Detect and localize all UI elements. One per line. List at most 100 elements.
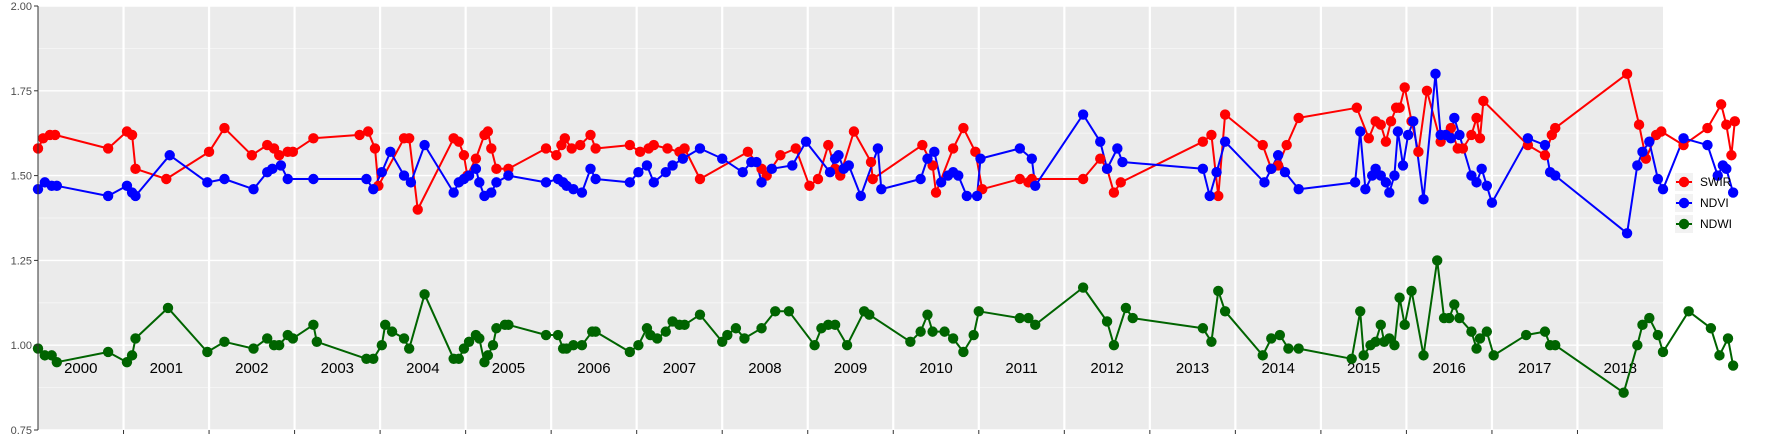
data-point-ndvi bbox=[876, 183, 887, 195]
legend-key-point bbox=[1678, 197, 1690, 209]
data-point-swir bbox=[662, 143, 673, 154]
data-point-swir bbox=[412, 204, 423, 215]
year-label: 2015 bbox=[1347, 360, 1380, 377]
data-point-ndvi bbox=[491, 177, 502, 188]
data-point-ndvi bbox=[368, 183, 379, 195]
data-point-ndwi bbox=[1389, 340, 1400, 351]
data-point-ndvi bbox=[1644, 136, 1655, 147]
data-point-ndwi bbox=[1283, 343, 1294, 354]
data-point-ndvi bbox=[787, 160, 798, 171]
data-point-ndvi bbox=[540, 177, 552, 188]
data-point-swir bbox=[575, 139, 586, 151]
data-point-ndwi bbox=[482, 350, 494, 361]
data-point-ndvi bbox=[219, 173, 230, 185]
data-point-ndvi bbox=[463, 170, 475, 181]
data-point-swir bbox=[126, 129, 138, 141]
data-point-ndwi bbox=[1481, 326, 1493, 337]
data-point-ndwi bbox=[1418, 350, 1429, 361]
data-point-ndwi bbox=[756, 323, 767, 334]
data-point-swir bbox=[1385, 116, 1397, 127]
data-point-swir bbox=[1380, 136, 1392, 147]
data-point-ndvi bbox=[1014, 143, 1026, 154]
data-point-ndwi bbox=[1632, 340, 1643, 351]
data-point-ndwi bbox=[1399, 319, 1410, 331]
data-point-swir bbox=[1715, 99, 1727, 110]
data-point-ndvi bbox=[717, 153, 728, 164]
data-point-ndvi bbox=[568, 183, 579, 195]
data-point-ndvi bbox=[1471, 177, 1482, 188]
data-point-ndwi bbox=[1474, 333, 1486, 344]
data-point-swir bbox=[1421, 85, 1433, 97]
data-point-ndwi bbox=[739, 333, 750, 344]
data-point-swir bbox=[1656, 126, 1667, 137]
data-point-ndvi bbox=[1259, 177, 1270, 188]
data-point-ndwi bbox=[162, 302, 174, 314]
data-point-ndwi bbox=[1683, 306, 1694, 317]
data-point-ndvi bbox=[1454, 129, 1465, 141]
data-point-ndwi bbox=[463, 336, 475, 348]
data-point-ndwi bbox=[273, 340, 285, 351]
data-point-ndwi bbox=[380, 319, 391, 331]
data-point-ndvi bbox=[843, 160, 854, 171]
data-point-swir bbox=[491, 163, 502, 175]
data-point-ndvi bbox=[1030, 180, 1041, 191]
data-point-ndvi bbox=[419, 139, 430, 151]
data-point-swir bbox=[559, 133, 571, 144]
data-point-ndvi bbox=[1727, 187, 1739, 198]
data-point-ndwi bbox=[1722, 333, 1734, 344]
data-point-ndwi bbox=[864, 309, 875, 320]
data-point-swir bbox=[1219, 109, 1231, 120]
data-point-swir bbox=[867, 173, 878, 185]
data-point-swir bbox=[453, 136, 464, 147]
data-point-swir bbox=[246, 150, 258, 161]
data-point-ndwi bbox=[1449, 299, 1460, 310]
data-point-ndwi bbox=[922, 309, 933, 320]
data-point-ndwi bbox=[130, 333, 141, 344]
data-point-swir bbox=[1257, 139, 1268, 151]
data-point-swir bbox=[848, 126, 860, 137]
data-point-ndwi bbox=[722, 329, 733, 341]
data-point-ndwi bbox=[1705, 323, 1717, 334]
data-point-ndwi bbox=[1488, 350, 1499, 361]
data-point-ndvi bbox=[585, 163, 596, 175]
data-point-ndvi bbox=[1486, 197, 1498, 208]
data-point-ndwi bbox=[1101, 316, 1113, 327]
data-point-swir bbox=[1702, 122, 1713, 134]
data-point-ndwi bbox=[1293, 343, 1304, 354]
data-point-swir bbox=[1621, 68, 1633, 80]
data-point-ndwi bbox=[368, 353, 379, 364]
y-tick-label: 0.75 bbox=[11, 425, 32, 437]
year-label: 2003 bbox=[321, 360, 354, 377]
data-point-swir bbox=[1399, 82, 1410, 93]
year-label: 2017 bbox=[1518, 360, 1551, 377]
data-point-swir bbox=[403, 133, 415, 144]
data-point-ndwi bbox=[1213, 285, 1224, 297]
data-point-ndvi bbox=[1384, 187, 1395, 198]
data-point-ndwi bbox=[1023, 312, 1034, 324]
data-point-ndvi bbox=[1652, 173, 1664, 185]
legend-label-ndwi: NDWI bbox=[1700, 217, 1732, 231]
data-point-ndvi bbox=[130, 190, 141, 202]
data-point-ndwi bbox=[474, 333, 485, 344]
data-point-ndvi bbox=[1702, 139, 1713, 151]
data-point-ndwi bbox=[1266, 333, 1277, 344]
data-point-swir bbox=[1363, 133, 1374, 144]
data-point-ndvi bbox=[405, 177, 417, 188]
data-point-swir bbox=[1108, 187, 1120, 198]
data-point-swir bbox=[1293, 112, 1304, 124]
data-point-ndvi bbox=[756, 177, 767, 188]
data-point-swir bbox=[369, 143, 381, 154]
data-point-ndvi bbox=[1355, 126, 1366, 137]
data-point-ndvi bbox=[624, 177, 636, 188]
data-point-ndvi bbox=[694, 143, 706, 154]
data-point-ndvi bbox=[1522, 133, 1534, 144]
year-label: 2011 bbox=[1005, 360, 1037, 377]
data-point-ndwi bbox=[51, 356, 63, 368]
data-point-swir bbox=[1197, 136, 1209, 147]
year-label: 2002 bbox=[235, 360, 268, 377]
data-point-ndwi bbox=[1358, 350, 1369, 361]
data-point-swir bbox=[865, 156, 877, 168]
data-point-ndvi bbox=[308, 173, 319, 185]
data-point-ndwi bbox=[1346, 353, 1357, 364]
